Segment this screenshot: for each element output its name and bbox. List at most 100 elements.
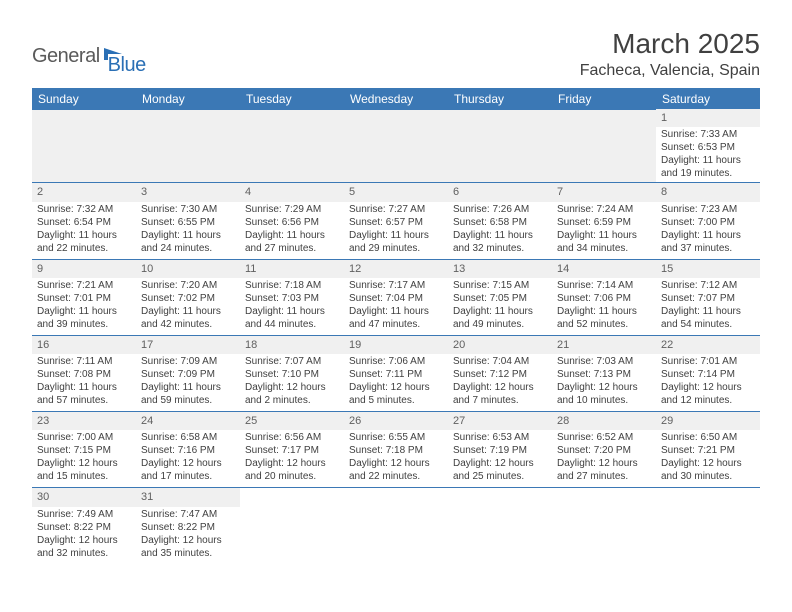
- daylight-text: Daylight: 11 hours: [453, 229, 547, 242]
- daylight-text: and 27 minutes.: [245, 242, 339, 255]
- calendar-cell: [136, 110, 240, 183]
- calendar-cell: [32, 110, 136, 183]
- sunrise-text: Sunrise: 7:47 AM: [141, 508, 235, 521]
- weekday-header: Thursday: [448, 88, 552, 110]
- day-number: 16: [32, 336, 136, 354]
- sunset-text: Sunset: 6:54 PM: [37, 216, 131, 229]
- daylight-text: Daylight: 12 hours: [661, 457, 755, 470]
- daylight-text: Daylight: 11 hours: [37, 381, 131, 394]
- daylight-text: and 44 minutes.: [245, 318, 339, 331]
- calendar-cell: 18Sunrise: 7:07 AMSunset: 7:10 PMDayligh…: [240, 335, 344, 411]
- sunrise-text: Sunrise: 7:03 AM: [557, 355, 651, 368]
- daylight-text: and 42 minutes.: [141, 318, 235, 331]
- day-number: 20: [448, 336, 552, 354]
- daylight-text: and 15 minutes.: [37, 470, 131, 483]
- sunset-text: Sunset: 7:17 PM: [245, 444, 339, 457]
- sunrise-text: Sunrise: 7:49 AM: [37, 508, 131, 521]
- day-number: 11: [240, 260, 344, 278]
- calendar-cell: 14Sunrise: 7:14 AMSunset: 7:06 PMDayligh…: [552, 259, 656, 335]
- sunset-text: Sunset: 7:02 PM: [141, 292, 235, 305]
- day-number: 10: [136, 260, 240, 278]
- sunset-text: Sunset: 7:21 PM: [661, 444, 755, 457]
- day-number: 21: [552, 336, 656, 354]
- daylight-text: Daylight: 11 hours: [661, 305, 755, 318]
- weekday-header: Sunday: [32, 88, 136, 110]
- day-number: 5: [344, 183, 448, 201]
- day-number: 29: [656, 412, 760, 430]
- daylight-text: Daylight: 11 hours: [349, 229, 443, 242]
- daylight-text: Daylight: 11 hours: [661, 154, 755, 167]
- calendar-cell: 26Sunrise: 6:55 AMSunset: 7:18 PMDayligh…: [344, 412, 448, 488]
- sunrise-text: Sunrise: 7:11 AM: [37, 355, 131, 368]
- calendar-cell: 2Sunrise: 7:32 AMSunset: 6:54 PMDaylight…: [32, 183, 136, 259]
- sunset-text: Sunset: 7:12 PM: [453, 368, 547, 381]
- sunset-text: Sunset: 7:06 PM: [557, 292, 651, 305]
- weekday-header: Saturday: [656, 88, 760, 110]
- calendar-cell: 20Sunrise: 7:04 AMSunset: 7:12 PMDayligh…: [448, 335, 552, 411]
- calendar-cell: [344, 110, 448, 183]
- sunrise-text: Sunrise: 7:04 AM: [453, 355, 547, 368]
- calendar-cell: 21Sunrise: 7:03 AMSunset: 7:13 PMDayligh…: [552, 335, 656, 411]
- sunrise-text: Sunrise: 6:58 AM: [141, 431, 235, 444]
- sunrise-text: Sunrise: 7:20 AM: [141, 279, 235, 292]
- sunset-text: Sunset: 8:22 PM: [141, 521, 235, 534]
- day-number: 12: [344, 260, 448, 278]
- day-number: 1: [656, 109, 760, 127]
- sunrise-text: Sunrise: 7:12 AM: [661, 279, 755, 292]
- day-number: 24: [136, 412, 240, 430]
- daylight-text: Daylight: 11 hours: [453, 305, 547, 318]
- weekday-header: Friday: [552, 88, 656, 110]
- daylight-text: and 2 minutes.: [245, 394, 339, 407]
- calendar-row: 23Sunrise: 7:00 AMSunset: 7:15 PMDayligh…: [32, 412, 760, 488]
- daylight-text: Daylight: 11 hours: [37, 229, 131, 242]
- calendar-body: 1Sunrise: 7:33 AMSunset: 6:53 PMDaylight…: [32, 110, 760, 564]
- day-number: 3: [136, 183, 240, 201]
- daylight-text: and 20 minutes.: [245, 470, 339, 483]
- daylight-text: Daylight: 11 hours: [141, 229, 235, 242]
- sunset-text: Sunset: 6:55 PM: [141, 216, 235, 229]
- day-number: 17: [136, 336, 240, 354]
- calendar-cell: 22Sunrise: 7:01 AMSunset: 7:14 PMDayligh…: [656, 335, 760, 411]
- sunrise-text: Sunrise: 7:21 AM: [37, 279, 131, 292]
- day-number: 4: [240, 183, 344, 201]
- sunrise-text: Sunrise: 7:15 AM: [453, 279, 547, 292]
- calendar-cell: 27Sunrise: 6:53 AMSunset: 7:19 PMDayligh…: [448, 412, 552, 488]
- daylight-text: Daylight: 12 hours: [557, 381, 651, 394]
- daylight-text: and 47 minutes.: [349, 318, 443, 331]
- daylight-text: and 35 minutes.: [141, 547, 235, 560]
- daylight-text: and 52 minutes.: [557, 318, 651, 331]
- day-number: 25: [240, 412, 344, 430]
- daylight-text: Daylight: 11 hours: [557, 229, 651, 242]
- daylight-text: and 32 minutes.: [37, 547, 131, 560]
- daylight-text: Daylight: 12 hours: [453, 457, 547, 470]
- daylight-text: Daylight: 11 hours: [141, 381, 235, 394]
- daylight-text: Daylight: 11 hours: [37, 305, 131, 318]
- sunset-text: Sunset: 8:22 PM: [37, 521, 131, 534]
- calendar-page: General Blue March 2025 Facheca, Valenci…: [0, 0, 792, 584]
- sunrise-text: Sunrise: 7:01 AM: [661, 355, 755, 368]
- daylight-text: and 34 minutes.: [557, 242, 651, 255]
- day-number: 2: [32, 183, 136, 201]
- sunset-text: Sunset: 7:03 PM: [245, 292, 339, 305]
- daylight-text: Daylight: 12 hours: [245, 457, 339, 470]
- sunrise-text: Sunrise: 7:33 AM: [661, 128, 755, 141]
- calendar-cell: [552, 110, 656, 183]
- sunset-text: Sunset: 7:05 PM: [453, 292, 547, 305]
- sunrise-text: Sunrise: 7:09 AM: [141, 355, 235, 368]
- sunset-text: Sunset: 7:13 PM: [557, 368, 651, 381]
- daylight-text: Daylight: 12 hours: [349, 381, 443, 394]
- day-number: 28: [552, 412, 656, 430]
- calendar-cell: 16Sunrise: 7:11 AMSunset: 7:08 PMDayligh…: [32, 335, 136, 411]
- calendar-cell: 5Sunrise: 7:27 AMSunset: 6:57 PMDaylight…: [344, 183, 448, 259]
- sunset-text: Sunset: 7:14 PM: [661, 368, 755, 381]
- calendar-cell: 7Sunrise: 7:24 AMSunset: 6:59 PMDaylight…: [552, 183, 656, 259]
- day-number: 14: [552, 260, 656, 278]
- daylight-text: Daylight: 12 hours: [661, 381, 755, 394]
- calendar-cell: 24Sunrise: 6:58 AMSunset: 7:16 PMDayligh…: [136, 412, 240, 488]
- calendar-cell: 6Sunrise: 7:26 AMSunset: 6:58 PMDaylight…: [448, 183, 552, 259]
- sunrise-text: Sunrise: 6:52 AM: [557, 431, 651, 444]
- sunset-text: Sunset: 6:53 PM: [661, 141, 755, 154]
- sunrise-text: Sunrise: 7:24 AM: [557, 203, 651, 216]
- daylight-text: Daylight: 11 hours: [245, 305, 339, 318]
- sunset-text: Sunset: 7:16 PM: [141, 444, 235, 457]
